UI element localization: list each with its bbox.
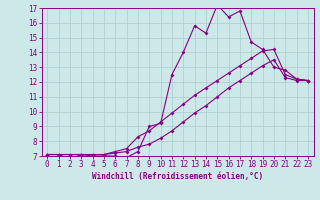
X-axis label: Windchill (Refroidissement éolien,°C): Windchill (Refroidissement éolien,°C) (92, 172, 263, 181)
